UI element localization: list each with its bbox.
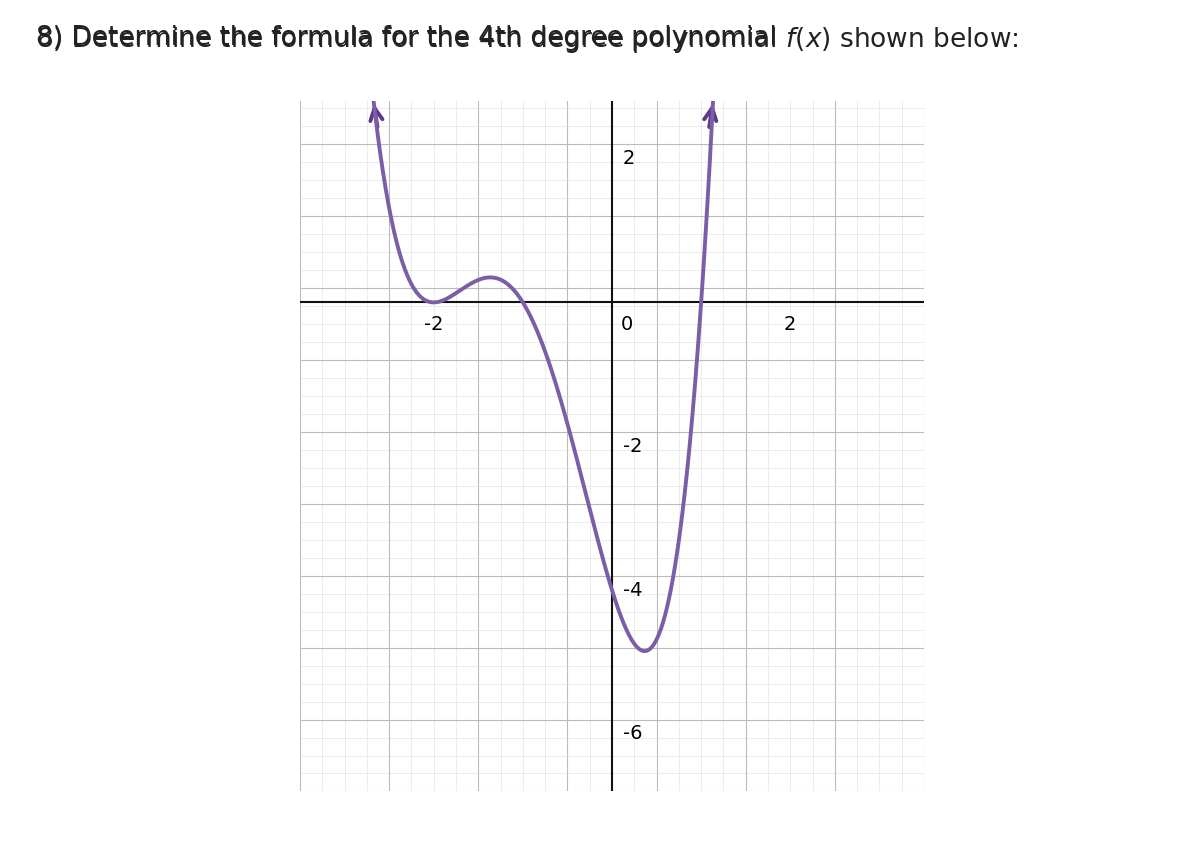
Text: 2: 2 [623,149,635,168]
Text: -4: -4 [623,581,642,600]
Text: 8) Determine the formula for the 4th degree polynomial: 8) Determine the formula for the 4th deg… [36,25,785,51]
Text: 8) Determine the formula for the 4th degree polynomial $f(x)$ shown below:: 8) Determine the formula for the 4th deg… [36,25,1019,56]
Text: -2: -2 [424,316,444,334]
Text: 0: 0 [620,316,634,334]
Text: -6: -6 [623,724,642,743]
Text: -2: -2 [623,437,642,456]
Text: 2: 2 [784,316,797,334]
